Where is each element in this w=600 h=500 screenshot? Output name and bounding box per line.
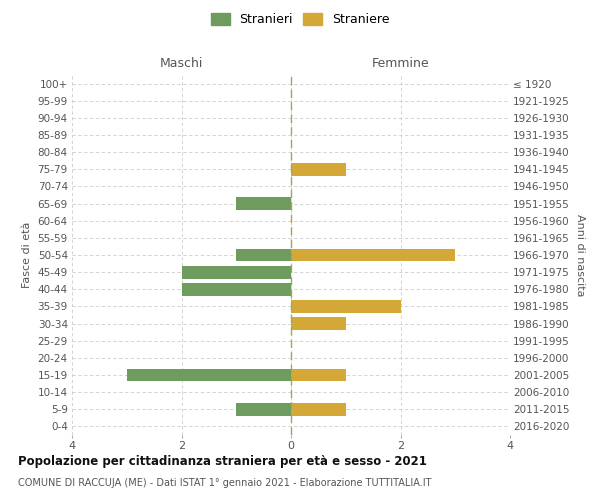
Bar [236, 403, 291, 415]
Bar [291, 317, 346, 330]
Bar [291, 368, 346, 382]
Bar [236, 197, 291, 210]
Bar [291, 403, 346, 415]
Bar [291, 248, 455, 262]
Bar [127, 368, 291, 382]
Legend: Stranieri, Straniere: Stranieri, Straniere [207, 8, 393, 30]
Bar [291, 163, 346, 175]
Y-axis label: Fasce di età: Fasce di età [22, 222, 32, 288]
Text: Femmine: Femmine [371, 57, 430, 70]
Text: Popolazione per cittadinanza straniera per età e sesso - 2021: Popolazione per cittadinanza straniera p… [18, 455, 427, 468]
Text: COMUNE DI RACCUJA (ME) - Dati ISTAT 1° gennaio 2021 - Elaborazione TUTTITALIA.IT: COMUNE DI RACCUJA (ME) - Dati ISTAT 1° g… [18, 478, 431, 488]
Text: Maschi: Maschi [160, 57, 203, 70]
Bar [236, 248, 291, 262]
Bar [182, 266, 291, 278]
Bar [291, 300, 401, 313]
Y-axis label: Anni di nascita: Anni di nascita [575, 214, 585, 296]
Bar [182, 283, 291, 296]
